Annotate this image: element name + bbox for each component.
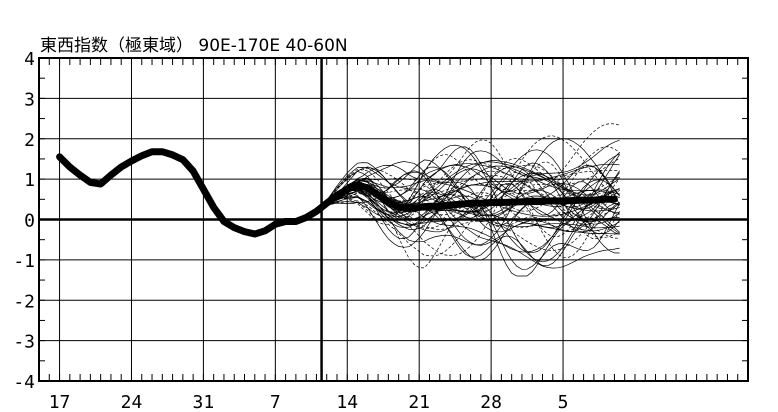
ensemble-member-line: [321, 144, 620, 263]
ensemble-member-line: [321, 123, 620, 257]
x-tick-label: 24: [121, 392, 143, 412]
y-axis-tick-labels: -4 -3 -2 -1 0 1 2 3 4: [13, 49, 35, 393]
x-tick-label: 7: [270, 392, 281, 412]
x-tick-label: 28: [480, 392, 502, 412]
x-tick-label: 5: [558, 392, 569, 412]
y-tick-label: 3: [24, 89, 35, 110]
x-tick-label: 17: [49, 392, 71, 412]
ensemble-member-line: [321, 157, 620, 213]
tick-marks: [38, 57, 749, 382]
ensemble-member-line: [321, 153, 620, 253]
y-tick-label: -1: [13, 251, 35, 272]
y-tick-label: -4: [13, 372, 35, 393]
ensemble-member-line: [321, 165, 620, 218]
ensemble-member-line: [321, 175, 620, 258]
y-tick-label: -3: [13, 332, 35, 353]
y-tick-label: -2: [13, 291, 35, 312]
ensemble-member-line: [321, 154, 620, 237]
ensemble-member-line: [321, 179, 620, 229]
x-tick-label: 14: [336, 392, 358, 412]
ensemble-member-line: [321, 159, 620, 208]
y-tick-label: 0: [24, 211, 35, 232]
x-axis-tick-labels: 17 24 31 7 14 21 28 5: [49, 392, 569, 412]
series-line-analysis-mean: [56, 148, 618, 238]
ensemble-member-line: [321, 169, 620, 251]
ensemble-member-line: [321, 167, 620, 269]
x-tick-label: 31: [193, 392, 215, 412]
chart-title: 東西指数（極東域） 90E-170E 40-60N: [40, 36, 348, 56]
ensemble-members: [321, 123, 620, 277]
ensemble-member-line: [321, 138, 620, 246]
y-tick-label: 2: [24, 130, 35, 151]
ensemble-member-line: [321, 169, 620, 208]
y-tick-label: 4: [24, 49, 35, 70]
ensemble-member-line: [321, 164, 620, 261]
ensemble-member-line: [321, 164, 620, 215]
ensemble-member-line: [321, 139, 620, 240]
ensemble-member-line: [321, 146, 620, 226]
x-tick-label: 21: [408, 392, 430, 412]
y-tick-label: 1: [24, 170, 35, 191]
